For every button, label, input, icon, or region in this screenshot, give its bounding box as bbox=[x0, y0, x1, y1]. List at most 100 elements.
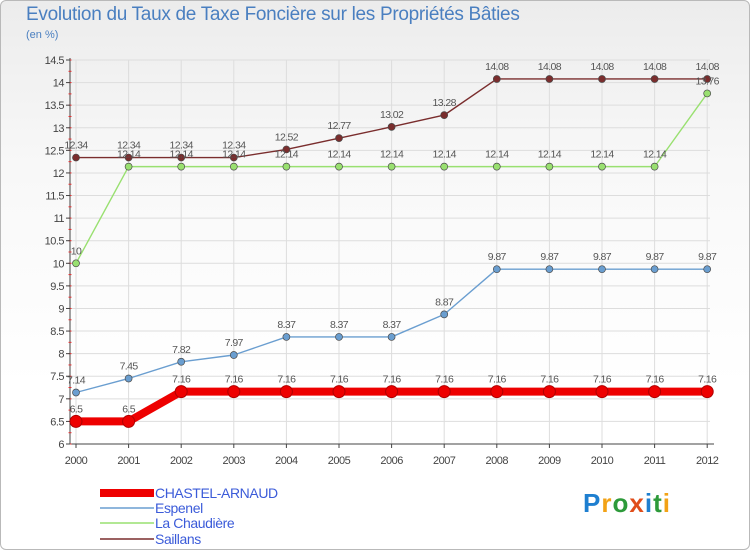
data-label: 10 bbox=[71, 245, 82, 257]
x-tick-label: 2012 bbox=[696, 455, 719, 467]
y-tick-label: 9.5 bbox=[50, 281, 64, 293]
data-label: 9.87 bbox=[646, 251, 665, 263]
data-label: 7.14 bbox=[67, 374, 86, 386]
data-label: 12.14 bbox=[590, 149, 614, 161]
y-tick-label: 9 bbox=[58, 303, 64, 315]
y-axis-minor-tick bbox=[68, 364, 72, 366]
data-point bbox=[700, 385, 714, 399]
legend-label: Espenel bbox=[155, 500, 203, 516]
data-label: 8.37 bbox=[330, 319, 349, 331]
data-point bbox=[282, 333, 291, 341]
data-label: 8.37 bbox=[277, 319, 296, 331]
y-axis-minor-tick bbox=[68, 387, 72, 389]
data-label: 7.16 bbox=[488, 374, 507, 386]
y-tick-label: 10.5 bbox=[45, 236, 65, 248]
data-label: 14.08 bbox=[485, 61, 509, 73]
data-point bbox=[703, 75, 712, 83]
chart-title: Evolution du Taux de Taxe Foncière sur l… bbox=[26, 4, 520, 25]
data-label: 8.37 bbox=[383, 319, 402, 331]
logo-letter: o bbox=[612, 488, 630, 518]
data-label: 12.14 bbox=[117, 149, 141, 161]
y-axis-minor-tick bbox=[68, 206, 72, 208]
data-point bbox=[598, 75, 606, 83]
logo-letter: r bbox=[601, 488, 613, 518]
data-point bbox=[177, 162, 186, 171]
logo-letter: t bbox=[653, 488, 663, 518]
data-label: 12.14 bbox=[643, 149, 667, 161]
data-point bbox=[177, 357, 186, 366]
data-point bbox=[72, 153, 80, 162]
data-point bbox=[335, 162, 343, 171]
data-label: 12.14 bbox=[275, 149, 299, 161]
x-tick-label: 2010 bbox=[591, 455, 614, 467]
data-point bbox=[545, 75, 554, 83]
data-point bbox=[703, 265, 712, 274]
y-tick-label: 12 bbox=[53, 168, 65, 180]
data-label: 12.14 bbox=[327, 149, 351, 161]
y-axis-minor-tick bbox=[68, 296, 72, 298]
legend-label: Saillans bbox=[155, 531, 201, 547]
data-label: 12.77 bbox=[327, 120, 351, 132]
legend-label: La Chaudière bbox=[155, 515, 235, 531]
data-point bbox=[387, 123, 396, 131]
data-label: 7.16 bbox=[225, 374, 244, 386]
legend-swatch bbox=[100, 489, 154, 497]
data-point bbox=[279, 385, 293, 399]
data-point bbox=[650, 162, 659, 171]
data-label: 7.16 bbox=[435, 374, 454, 386]
data-point bbox=[282, 162, 291, 171]
data-label: 7.16 bbox=[540, 374, 559, 386]
data-point bbox=[229, 153, 238, 162]
y-tick-label: 8.5 bbox=[50, 326, 64, 338]
y-tick-label: 13 bbox=[53, 123, 65, 135]
data-point bbox=[387, 162, 396, 171]
y-axis-minor-tick bbox=[68, 251, 72, 253]
y-tick-label: 14 bbox=[53, 78, 65, 90]
data-label: 7.82 bbox=[172, 344, 191, 356]
y-tick-label: 6 bbox=[58, 439, 64, 451]
y-tick-label: 12.5 bbox=[45, 145, 65, 157]
y-axis-minor-tick bbox=[68, 432, 72, 434]
x-tick-label: 2001 bbox=[117, 455, 140, 467]
x-tick-label: 2009 bbox=[538, 455, 561, 467]
y-tick-label: 11 bbox=[54, 213, 65, 225]
data-label: 14.08 bbox=[590, 61, 614, 73]
data-point bbox=[122, 414, 136, 428]
data-point bbox=[440, 162, 449, 171]
data-point bbox=[545, 162, 554, 171]
data-point bbox=[440, 310, 449, 319]
data-point bbox=[72, 259, 80, 268]
x-tick-label: 2007 bbox=[433, 455, 456, 467]
data-point bbox=[650, 265, 659, 274]
data-point bbox=[124, 374, 133, 383]
data-label: 7.97 bbox=[225, 337, 244, 349]
y-axis-minor-tick bbox=[68, 161, 72, 163]
data-point bbox=[69, 414, 83, 428]
data-point bbox=[174, 385, 188, 399]
data-point bbox=[72, 388, 80, 397]
data-point bbox=[229, 162, 238, 171]
x-tick-label: 2006 bbox=[380, 455, 403, 467]
y-axis-minor-tick bbox=[68, 183, 72, 185]
y-axis-minor-tick bbox=[68, 115, 72, 117]
data-label: 6.5 bbox=[70, 403, 84, 415]
y-axis-minor-tick bbox=[68, 274, 72, 276]
y-axis-minor-tick bbox=[68, 319, 72, 321]
data-point bbox=[332, 385, 346, 399]
data-point bbox=[282, 145, 291, 154]
x-tick-label: 2000 bbox=[65, 455, 88, 467]
y-tick-label: 6.5 bbox=[50, 416, 64, 428]
data-label: 12.34 bbox=[222, 140, 246, 152]
chart-subtitle: (en %) bbox=[26, 29, 59, 41]
data-point bbox=[598, 265, 606, 274]
x-tick-label: 2011 bbox=[644, 455, 666, 467]
data-label: 7.16 bbox=[383, 374, 402, 386]
logo-letter: i bbox=[662, 488, 671, 518]
data-point bbox=[229, 351, 238, 359]
data-point bbox=[335, 333, 343, 341]
data-label: 7.16 bbox=[646, 374, 665, 386]
y-tick-label: 7.5 bbox=[50, 371, 64, 383]
data-label: 14.08 bbox=[538, 61, 562, 73]
y-axis-minor-tick bbox=[68, 341, 72, 343]
